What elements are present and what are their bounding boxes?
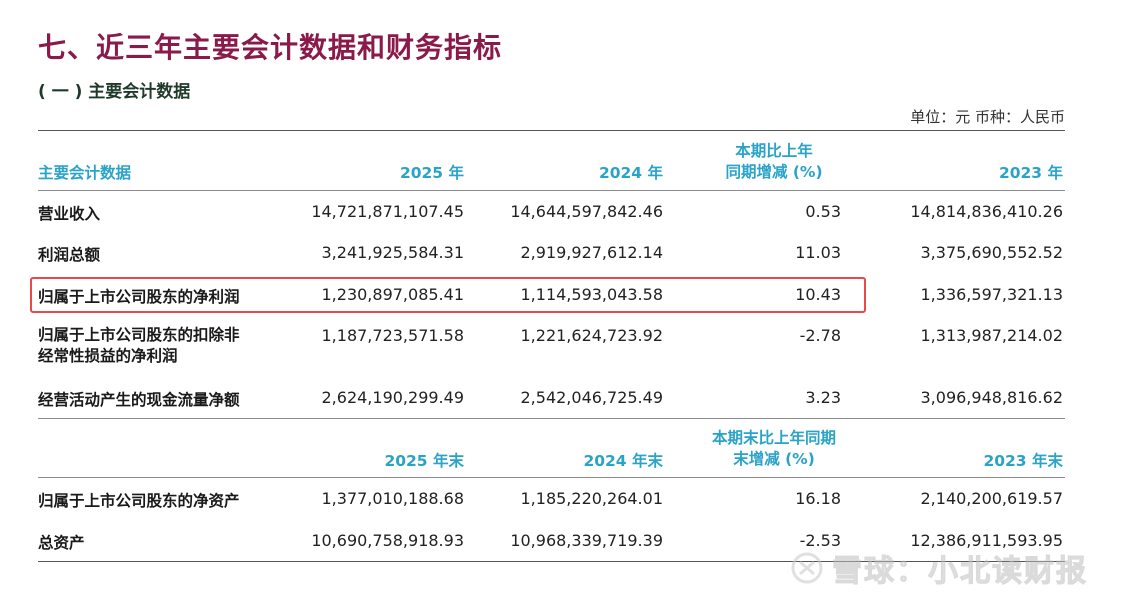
cell-deducted-2025: 1,187,723,571.58 — [321, 326, 465, 345]
header-main-data: 主要会计数据 — [38, 164, 132, 182]
header-change-line2: 同期增减 (%) — [725, 163, 823, 181]
row-label-deducted-line2: 经常性损益的净利润 — [38, 347, 178, 365]
header-2023: 2023 年 — [998, 164, 1063, 182]
row-label-total-profit: 利润总额 — [38, 246, 101, 264]
cell-cash-flow-change: 3.23 — [805, 388, 841, 407]
page-title: 七、近三年主要会计数据和财务指标 — [38, 31, 503, 64]
row-label-total-assets: 总资产 — [38, 534, 85, 552]
header-change-end-line2: 末增减 (%) — [733, 450, 815, 468]
header-2025: 2025 年 — [399, 164, 464, 182]
header-change: 本期比上年 同期增减 (%) — [690, 141, 858, 183]
table-bottom-rule — [38, 561, 1065, 562]
cell-total-profit-2024: 2,919,927,612.14 — [520, 243, 664, 262]
header-2024-end: 2024 年末 — [583, 452, 663, 470]
cell-net-profit-2025: 1,230,897,085.41 — [321, 285, 465, 304]
unit-note: 单位：元 币种：人民币 — [910, 108, 1065, 126]
row-label-revenue: 营业收入 — [38, 205, 101, 223]
highlight-box — [30, 277, 866, 313]
cell-total-assets-2025: 10,690,758,918.93 — [311, 531, 464, 550]
cell-net-assets-change: 16.18 — [795, 489, 841, 508]
header-change-end: 本期末比上年同期 末增减 (%) — [690, 428, 858, 470]
cell-deducted-change: -2.78 — [799, 326, 841, 345]
cell-net-assets-2024: 1,185,220,264.01 — [520, 489, 664, 508]
cell-net-profit-2023: 1,336,597,321.13 — [920, 285, 1064, 304]
header-change-end-line1: 本期末比上年同期 — [711, 429, 836, 447]
row-label-operating-cash-flow: 经营活动产生的现金流量净额 — [38, 391, 240, 409]
cell-total-assets-2023: 12,386,911,593.95 — [910, 531, 1063, 550]
section-subtitle: ( 一 ) 主要会计数据 — [38, 82, 191, 102]
header-rule-2 — [38, 477, 1065, 478]
row-label-deducted-line1: 归属于上市公司股东的扣除非 — [38, 326, 240, 344]
cell-cash-flow-2024: 2,542,046,725.49 — [520, 388, 664, 407]
table-top-rule — [38, 130, 1065, 131]
header-2025-end: 2025 年末 — [384, 452, 464, 470]
row-label-net-profit: 归属于上市公司股东的净利润 — [38, 288, 240, 306]
cell-cash-flow-2023: 3,096,948,816.62 — [920, 388, 1064, 407]
cell-revenue-2023: 14,814,836,410.26 — [910, 202, 1063, 221]
cell-net-assets-2023: 2,140,200,619.57 — [920, 489, 1064, 508]
cell-total-assets-change: -2.53 — [799, 531, 841, 550]
cell-total-profit-change: 11.03 — [795, 243, 841, 262]
cell-revenue-change: 0.53 — [805, 202, 841, 221]
cell-revenue-2025: 14,721,871,107.45 — [311, 202, 464, 221]
section-rule — [38, 418, 1065, 419]
cell-deducted-2023: 1,313,987,214.02 — [920, 326, 1064, 345]
header-change-line1: 本期比上年 — [735, 142, 813, 160]
cell-deducted-2024: 1,221,624,723.92 — [520, 326, 664, 345]
cell-net-assets-2025: 1,377,010,188.68 — [321, 489, 465, 508]
header-rule — [38, 190, 1065, 191]
cell-revenue-2024: 14,644,597,842.46 — [510, 202, 663, 221]
cell-net-profit-2024: 1,114,593,043.58 — [520, 285, 664, 304]
cell-total-assets-2024: 10,968,339,719.39 — [510, 531, 663, 550]
row-label-net-assets: 归属于上市公司股东的净资产 — [38, 492, 240, 510]
watermark-text: 雪球：小北读财报 — [832, 554, 1088, 590]
cell-cash-flow-2025: 2,624,190,299.49 — [321, 388, 465, 407]
header-2024: 2024 年 — [598, 164, 663, 182]
cell-total-profit-2023: 3,375,690,552.52 — [920, 243, 1064, 262]
header-2023-end: 2023 年末 — [983, 452, 1063, 470]
snowball-logo-icon — [791, 552, 823, 584]
watermark: 雪球：小北读财报 — [790, 546, 1088, 590]
row-label-deducted-net-profit: 归属于上市公司股东的扣除非 经常性损益的净利润 — [38, 325, 240, 367]
cell-net-profit-change: 10.43 — [795, 285, 841, 304]
cell-total-profit-2025: 3,241,925,584.31 — [321, 243, 465, 262]
